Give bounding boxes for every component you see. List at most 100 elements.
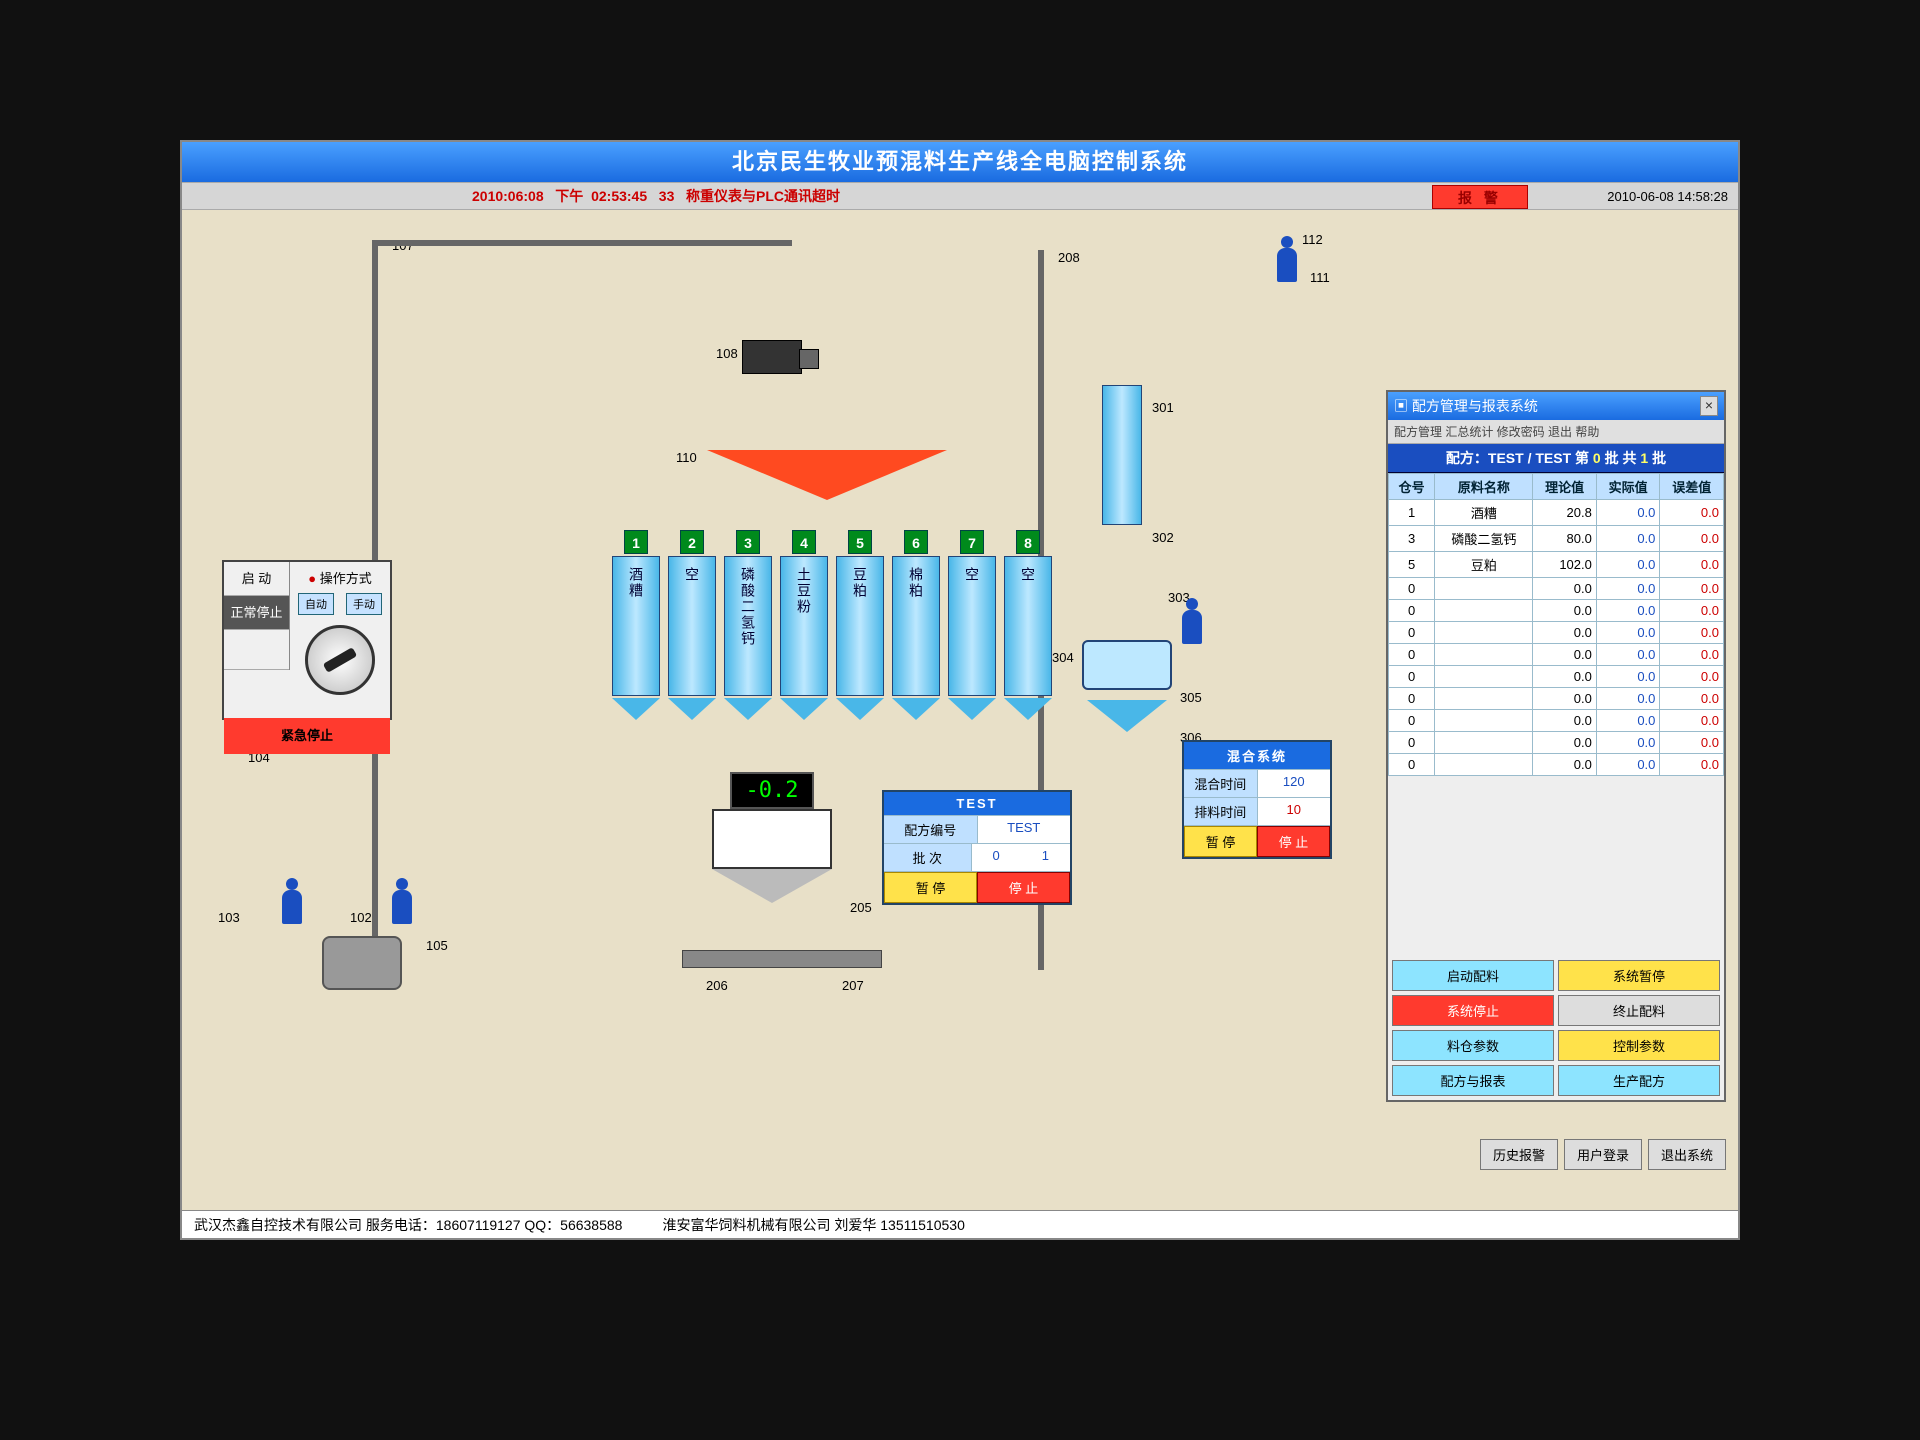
hopper-tip [724, 698, 772, 720]
recipe-action-button[interactable]: 系统暂停 [1558, 960, 1720, 991]
discharge-time-label: 排料时间 [1184, 798, 1258, 825]
system-button-bar: 历史报警用户登录退出系统 [1480, 1139, 1726, 1170]
table-row[interactable]: 00.00.00.0 [1389, 688, 1724, 710]
batch-count-a: 0 [972, 844, 1021, 871]
hopper-label: 空 [1018, 567, 1038, 583]
tag-111: 111 [1310, 270, 1330, 285]
table-row[interactable]: 00.00.00.0 [1389, 710, 1724, 732]
mixer-stop-button[interactable]: 停 止 [1257, 826, 1330, 857]
batch-count-label: 批 次 [884, 844, 972, 871]
hopper-label: 土豆粉 [794, 567, 814, 615]
system-button[interactable]: 退出系统 [1648, 1139, 1726, 1170]
table-row[interactable]: 00.00.00.0 [1389, 622, 1724, 644]
datetime: 2010-06-08 14:58:28 [1607, 189, 1728, 204]
motor-108[interactable] [742, 340, 802, 374]
recipe-button-bar: 启动配料系统暂停系统停止终止配料料仓参数控制参数配方与报表生产配方 [1388, 956, 1724, 1100]
recipe-window: ▣ 配方管理与报表系统 × 配方管理 汇总统计 修改密码 退出 帮助 配方：TE… [1386, 390, 1726, 1102]
system-button[interactable]: 用户登录 [1564, 1139, 1642, 1170]
recipe-subtitle: 配方：TEST / TEST 第 0 批 共 1 批 [1388, 444, 1724, 473]
batch-count-b: 1 [1021, 844, 1070, 871]
mill-icon [322, 936, 402, 990]
hopper-2[interactable]: 空 [668, 556, 716, 696]
hopper-tip [836, 698, 884, 720]
hopper-5[interactable]: 豆粕 [836, 556, 884, 696]
recipe-action-button[interactable]: 终止配料 [1558, 995, 1720, 1026]
recipe-action-button[interactable]: 配方与报表 [1392, 1065, 1554, 1096]
tag-110: 110 [676, 450, 697, 465]
table-row[interactable]: 00.00.00.0 [1389, 578, 1724, 600]
recipe-action-button[interactable]: 生产配方 [1558, 1065, 1720, 1096]
stop-button[interactable]: 正常停止 [224, 596, 289, 630]
recipe-window-title: ▣ 配方管理与报表系统 [1394, 396, 1538, 416]
tag-206: 206 [706, 978, 728, 993]
batch-stop-button[interactable]: 停 止 [977, 872, 1070, 903]
hopper-tip [948, 698, 996, 720]
scada-screen: 北京民生牧业预混料生产线全电脑控制系统 2010:06:08 下午 02:53:… [180, 140, 1740, 1240]
hopper-tip [1004, 698, 1052, 720]
table-row[interactable]: 00.00.00.0 [1389, 754, 1724, 776]
mixer-304[interactable] [1082, 640, 1172, 690]
batch-pause-button[interactable]: 暂 停 [884, 872, 977, 903]
hopper-3[interactable]: 磷酸二氢钙 [724, 556, 772, 696]
mixer-panel: 混合系统 混合时间 120 排料时间 10 暂 停 停 止 [1182, 740, 1332, 859]
manual-button[interactable]: 手动 [346, 593, 382, 615]
hopper-6[interactable]: 棉粕 [892, 556, 940, 696]
hopper-1[interactable]: 酒糟 [612, 556, 660, 696]
mixer-pause-button[interactable]: 暂 停 [1184, 826, 1257, 857]
start-button[interactable]: 启 动 [224, 562, 289, 596]
tag-305: 305 [1180, 690, 1202, 705]
silo-301[interactable] [1102, 385, 1142, 525]
system-button[interactable]: 历史报警 [1480, 1139, 1558, 1170]
table-row[interactable]: 00.00.00.0 [1389, 666, 1724, 688]
hopper-4[interactable]: 土豆粉 [780, 556, 828, 696]
mode-label: 操作方式 [320, 571, 372, 586]
footer-left: 武汉杰鑫自控技术有限公司 服务电话：18607119127 QQ：5663858… [194, 1211, 622, 1238]
mode-dial[interactable] [305, 625, 375, 695]
tag-207: 207 [842, 978, 864, 993]
table-header: 实际值 [1596, 474, 1660, 500]
recipe-action-button[interactable]: 系统停止 [1392, 995, 1554, 1026]
hopper-8[interactable]: 空 [1004, 556, 1052, 696]
table-row[interactable]: 3磷酸二氢钙80.00.00.0 [1389, 526, 1724, 552]
table-header: 仓号 [1389, 474, 1435, 500]
hopper-7[interactable]: 空 [948, 556, 996, 696]
weigh-hopper: -0.2 [712, 780, 832, 903]
batch-title: TEST [884, 792, 1070, 815]
table-row[interactable]: 00.00.00.0 [1389, 600, 1724, 622]
auto-button[interactable]: 自动 [298, 593, 334, 615]
hopper-number: 6 [904, 530, 928, 554]
hopper-label: 豆粕 [850, 567, 870, 599]
hopper-label: 棉粕 [906, 567, 926, 599]
hopper-number: 2 [680, 530, 704, 554]
mix-time-label: 混合时间 [1184, 770, 1258, 797]
table-row[interactable]: 5豆粕102.00.00.0 [1389, 552, 1724, 578]
hopper-number: 4 [792, 530, 816, 554]
table-row[interactable]: 00.00.00.0 [1389, 644, 1724, 666]
distributor-110[interactable] [707, 450, 947, 500]
footer-right: 淮安富华饲料机械有限公司 刘爱华 13511510530 [662, 1211, 964, 1238]
process-canvas: 107 108 110 104 103 102 105 205 206 207 … [182, 210, 1738, 1210]
conveyor-206 [682, 950, 882, 968]
recipe-action-button[interactable]: 料仓参数 [1392, 1030, 1554, 1061]
estop-button[interactable]: 紧急停止 [224, 718, 390, 754]
tag-302: 302 [1152, 530, 1174, 545]
table-row[interactable]: 00.00.00.0 [1389, 732, 1724, 754]
tag-112: 112 [1302, 232, 1323, 247]
hopper-tip [612, 698, 660, 720]
close-icon[interactable]: × [1700, 396, 1718, 416]
weight-readout: -0.2 [730, 772, 815, 809]
pipe-107h [372, 240, 792, 246]
hopper-bank: 12345678 酒糟空磷酸二氢钙土豆粉豆粕棉粕空空 [602, 530, 1062, 720]
table-row[interactable]: 1酒糟20.80.00.0 [1389, 500, 1724, 526]
recipe-menu[interactable]: 配方管理 汇总统计 修改密码 退出 帮助 [1388, 420, 1724, 444]
table-header: 误差值 [1660, 474, 1724, 500]
hopper-label: 酒糟 [626, 567, 646, 599]
operator-icon [1182, 610, 1202, 644]
recipe-action-button[interactable]: 启动配料 [1392, 960, 1554, 991]
batch-panel: TEST 配方编号 TEST 批 次 0 1 暂 停 停 止 [882, 790, 1072, 905]
hopper-number: 5 [848, 530, 872, 554]
title-bar: 北京民生牧业预混料生产线全电脑控制系统 [182, 142, 1738, 182]
recipe-action-button[interactable]: 控制参数 [1558, 1030, 1720, 1061]
hopper-tip [668, 698, 716, 720]
alarm-button[interactable]: 报 警 [1432, 185, 1528, 209]
